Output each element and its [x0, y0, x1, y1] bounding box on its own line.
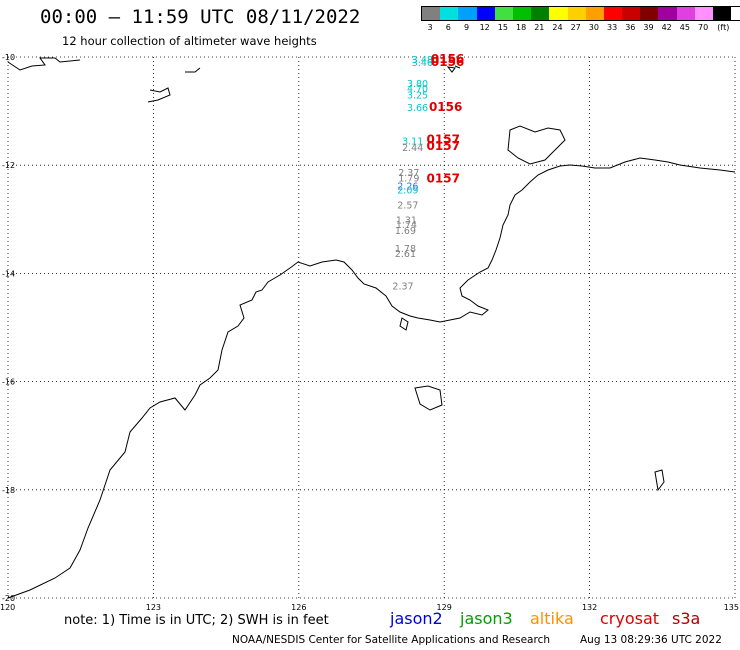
legend-label: 9 — [463, 23, 470, 32]
pass-time: 0157 — [427, 133, 460, 147]
wave-height-value: 3.80 — [407, 79, 428, 90]
latitude-tick: -10 — [2, 53, 15, 62]
longitude-tick: 135 — [724, 603, 739, 612]
legend-swatch — [585, 7, 604, 20]
legend-label: 12 — [479, 23, 490, 32]
tiwi-islands — [507, 125, 566, 165]
legend-swatch — [458, 7, 477, 20]
wave-height-value: 2.09 — [397, 185, 418, 196]
top-left-island-coast — [7, 57, 201, 103]
legend-swatch — [422, 7, 441, 20]
legend-swatch — [567, 7, 586, 20]
legend-swatch — [658, 7, 677, 20]
wave-height-value: 2.37 — [392, 282, 413, 293]
pass-time: 0156 — [431, 55, 464, 69]
footnote: note: 1) Time is in UTC; 2) SWH is in fe… — [64, 613, 329, 628]
satellite-s3a: s3a — [672, 609, 701, 628]
legend-label: 15 — [497, 23, 508, 32]
satellite-cryosat: cryosat — [600, 609, 660, 628]
wave-height-value: 1.69 — [395, 226, 416, 237]
legend-swatch — [494, 7, 513, 20]
legend-swatch — [713, 7, 732, 20]
longitude-tick: 129 — [437, 603, 452, 612]
longitude-tick-labels: 120 123 126 129 132 135 — [0, 603, 739, 612]
satellite-jason2: jason2 — [390, 609, 443, 628]
legend-swatch — [440, 7, 459, 20]
satellite-jason3: jason3 — [460, 609, 513, 628]
longitude-tick: 123 — [146, 603, 161, 612]
legend-label: 3 — [427, 23, 433, 32]
pass-time: 0156 — [431, 52, 464, 66]
coastline — [7, 57, 736, 599]
latitude-tick-labels: -10 -12 -14 -16 -18 -20 — [2, 53, 15, 603]
longitude-tick: 120 — [0, 603, 15, 612]
legend-swatch — [549, 7, 568, 20]
wave-height-value: 3.48 — [412, 55, 433, 66]
latitude-tick: -20 — [2, 594, 15, 603]
wave-height-value: 3.11 — [402, 137, 423, 148]
legend-label: 27 — [570, 23, 581, 32]
legend-unit: (ft) — [717, 23, 730, 32]
legend-label: 24 — [552, 23, 563, 32]
wave-height-value: 1.74 — [396, 220, 417, 231]
wave-height-value: 1.31 — [396, 216, 417, 227]
legend-label: 39 — [643, 23, 654, 32]
bathurst-island — [414, 385, 443, 411]
credit-line: NOAA/NESDIS Center for Satellite Applica… — [232, 634, 550, 646]
map-title: 00:00 – 11:59 UTC 08/11/2022 — [40, 6, 361, 28]
legend-swatch — [512, 7, 532, 20]
legend-label: 30 — [588, 23, 599, 32]
lat-lon-grid — [7, 56, 736, 599]
generation-timestamp: Aug 13 08:29:36 UTC 2022 — [580, 634, 722, 646]
latitude-tick: -16 — [2, 378, 15, 387]
legend-swatch — [622, 7, 641, 20]
australia-coastline — [7, 157, 736, 599]
longitude-tick: 126 — [291, 603, 306, 612]
satellite-altika: altika — [530, 609, 574, 628]
map-subtitle: 12 hour collection of altimeter wave hei… — [62, 34, 317, 48]
legend-label: 18 — [516, 23, 527, 32]
gulf-islands — [399, 65, 461, 331]
legend-label: 42 — [661, 23, 672, 32]
small-island-east — [654, 469, 665, 492]
wave-height-value: 2.37 — [398, 168, 419, 179]
pass-time: 0157 — [427, 172, 460, 186]
longitude-tick: 132 — [582, 603, 597, 612]
wave-height-value: 3.66 — [407, 103, 428, 114]
legend-swatch — [603, 7, 623, 20]
legend-swatch — [531, 7, 550, 20]
latitude-tick: -18 — [2, 486, 15, 495]
wave-height-value: 2.57 — [397, 200, 418, 211]
wave-height-value: 3.25 — [407, 91, 428, 102]
legend-label: 36 — [625, 23, 636, 32]
legend-label: 70 — [698, 23, 709, 32]
wave-height-value: 2.26 — [397, 182, 418, 193]
latitude-tick: -14 — [2, 269, 15, 278]
wave-height-value: 2.61 — [395, 249, 416, 260]
color-legend: 3 6 9 12 15 18 21 24 27 30 33 36 39 42 45 70 (ft) — [421, 6, 740, 33]
legend-label: 21 — [534, 23, 545, 32]
legend-swatch — [640, 7, 659, 20]
pass-time: 0157 — [427, 139, 460, 153]
legend-label: 33 — [607, 23, 618, 32]
legend-labels: 3 6 9 12 15 18 21 24 27 30 33 36 39 42 45 70 (ft) — [421, 21, 740, 33]
wave-height-value: 3.46 — [412, 58, 433, 69]
wave-height-value: 2.44 — [402, 143, 423, 154]
legend-swatch — [676, 7, 695, 20]
latitude-tick: -12 — [2, 161, 15, 170]
legend-label: 6 — [445, 23, 451, 32]
pass-time: 0156 — [429, 100, 462, 114]
legend-swatch — [694, 7, 713, 20]
legend-label: 45 — [679, 23, 690, 32]
wave-height-observations: 3.483.463.804.703.253.663.112.442.371.79… — [392, 55, 433, 293]
legend-swatches — [421, 6, 740, 21]
legend-swatch — [476, 7, 495, 20]
wave-height-value: 4.70 — [407, 84, 428, 95]
wave-height-value: 1.78 — [395, 244, 416, 255]
wave-height-value: 1.79 — [398, 173, 419, 184]
